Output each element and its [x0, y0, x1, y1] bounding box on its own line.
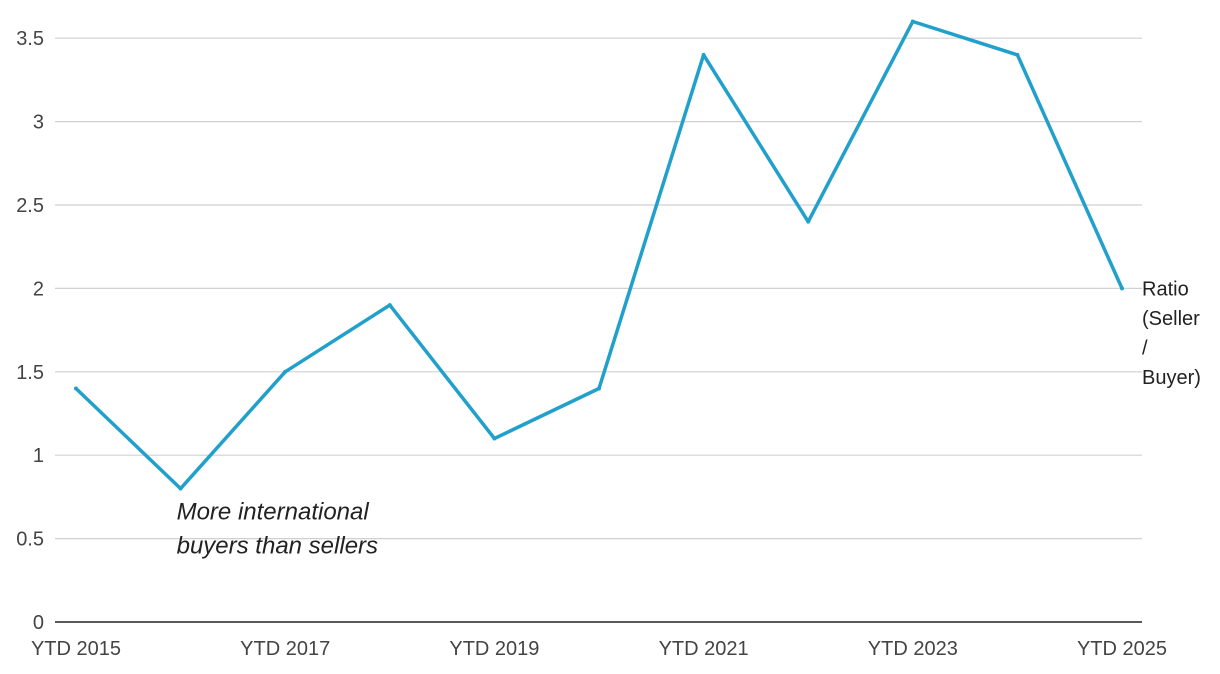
y-tick-label: 3.5: [16, 28, 44, 50]
y-tick-label: 0.5: [16, 529, 44, 551]
data-point: [387, 303, 392, 308]
series-legend-label: Ratio (Seller / Buyer): [1142, 278, 1201, 389]
x-tick-label: YTD 2017: [240, 638, 330, 660]
y-axis-tick-labels: 0 0.5 1 1.5 2 2.5 3 3.5: [16, 28, 44, 634]
data-point: [1015, 52, 1020, 57]
y-tick-label: 1.5: [16, 362, 44, 384]
y-tick-label: 1: [33, 445, 44, 467]
data-point: [283, 369, 288, 374]
series-label-line: Buyer): [1142, 367, 1201, 389]
series-label-line: (Seller: [1142, 308, 1200, 330]
y-tick-label: 2: [33, 278, 44, 300]
x-tick-label: YTD 2021: [659, 638, 749, 660]
series-lines: [74, 19, 1124, 491]
series-label: Ratio (Seller / Buyer): [1142, 278, 1201, 389]
y-tick-label: 3: [33, 112, 44, 134]
annotation-text: More international buyers than sellers: [177, 499, 378, 560]
data-point: [74, 386, 78, 391]
series-label-line: Ratio: [1142, 278, 1189, 300]
x-tick-label: YTD 2025: [1077, 638, 1167, 660]
annotation-line: buyers than sellers: [177, 533, 378, 560]
data-point: [701, 52, 706, 57]
x-tick-label: YTD 2019: [449, 638, 539, 660]
x-tick-label: YTD 2023: [868, 638, 958, 660]
data-point: [597, 386, 601, 391]
x-tick-label: YTD 2015: [31, 638, 121, 660]
series-line: [74, 19, 1124, 491]
data-point: [806, 219, 811, 224]
data-point: [492, 436, 497, 441]
series-label-line: /: [1142, 337, 1148, 359]
gridlines: [55, 37, 1142, 540]
y-tick-label: 0: [33, 612, 44, 634]
x-axis-tick-labels: YTD 2015 YTD 2017 YTD 2019 YTD 2021 YTD 2023…: [31, 638, 1167, 660]
data-point: [910, 19, 915, 24]
data-point: [178, 486, 183, 491]
annotation: More international buyers than sellers: [177, 499, 378, 560]
y-tick-label: 2.5: [16, 195, 44, 217]
annotation-line: More international: [177, 499, 370, 526]
data-point: [1120, 286, 1124, 291]
